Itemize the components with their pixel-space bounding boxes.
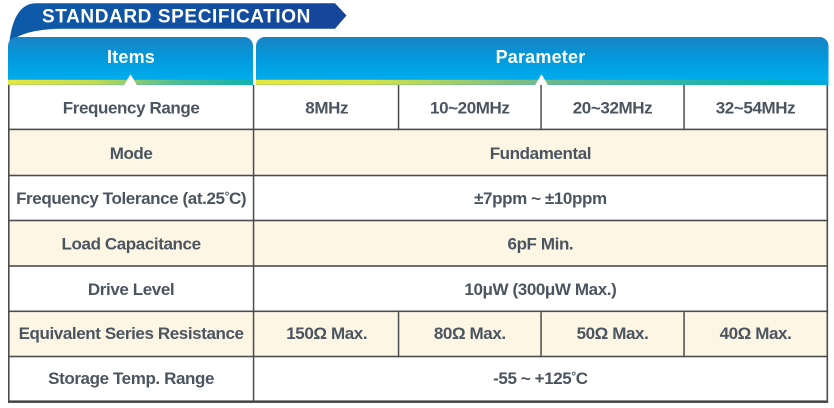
svg-text:80Ω Max.: 80Ω Max.	[434, 324, 506, 343]
svg-text:150Ω Max.: 150Ω Max.	[286, 324, 367, 343]
svg-text:Frequency Range: Frequency Range	[63, 99, 200, 118]
svg-text:32~54MHz: 32~54MHz	[716, 99, 795, 118]
svg-text:10~20MHz: 10~20MHz	[430, 99, 509, 118]
svg-text:Load Capacitance: Load Capacitance	[62, 235, 201, 254]
svg-text:STANDARD SPECIFICATION: STANDARD SPECIFICATION	[42, 7, 311, 28]
svg-text:Storage Temp. Range: Storage Temp. Range	[48, 369, 214, 388]
svg-text:Parameter: Parameter	[496, 47, 586, 67]
svg-text:40Ω Max.: 40Ω Max.	[720, 324, 792, 343]
svg-text:Items: Items	[107, 47, 155, 67]
svg-text:Frequency Tolerance (at.25°C): Frequency Tolerance (at.25°C)	[16, 189, 246, 208]
svg-text:Fundamental: Fundamental	[490, 144, 591, 163]
svg-text:-55 ~ +125°C: -55 ~ +125°C	[493, 369, 588, 388]
svg-text:Mode: Mode	[110, 144, 153, 163]
svg-text:10μW (300μW Max.): 10μW (300μW Max.)	[464, 280, 616, 299]
svg-text:±7ppm ~ ±10ppm: ±7ppm ~ ±10ppm	[474, 189, 607, 208]
svg-text:Drive Level: Drive Level	[88, 280, 174, 299]
svg-text:6pF Min.: 6pF Min.	[508, 235, 574, 254]
svg-text:50Ω Max.: 50Ω Max.	[577, 324, 649, 343]
svg-text:20~32MHz: 20~32MHz	[573, 99, 652, 118]
svg-text:Equivalent Series Resistance: Equivalent Series Resistance	[19, 324, 244, 343]
svg-text:8MHz: 8MHz	[305, 99, 348, 118]
